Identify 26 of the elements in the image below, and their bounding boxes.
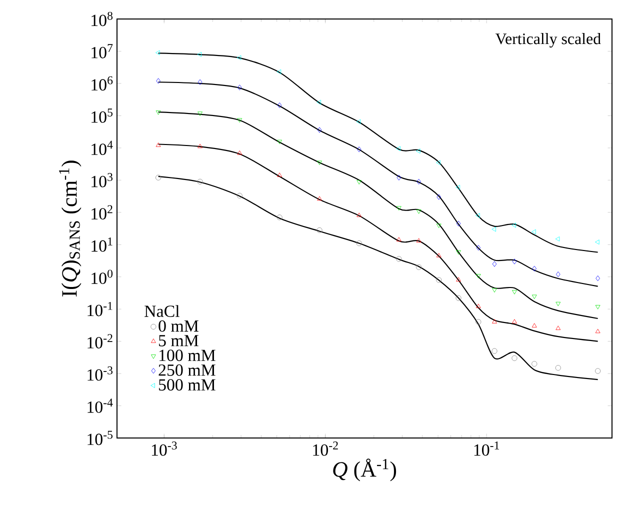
y-tick-label: 10$^{7}$ bbox=[92, 44, 113, 58]
y-tick-label: 10$^{6}$ bbox=[92, 76, 113, 91]
annotation: Vertically scaled bbox=[495, 32, 601, 48]
y-tick-label: 10$^{4}$ bbox=[92, 140, 113, 156]
y-tick-label: 10$^{3}$ bbox=[92, 173, 113, 188]
legend-label: 5 mM bbox=[159, 335, 198, 346]
legend-label: 100 mM bbox=[160, 350, 216, 362]
y-tick-label: 10$^{8}$ bbox=[92, 12, 113, 26]
legend-label: 500 mM bbox=[159, 379, 216, 391]
y-tick-label: 10$^{-1}$ bbox=[88, 302, 112, 316]
y-tick-label: 10$^{-5}$ bbox=[88, 430, 113, 446]
y-tick-label: 10$^{2}$ bbox=[92, 205, 112, 220]
legend-title: NaCl bbox=[144, 305, 180, 318]
x-tick-label: 10$^{-2}$ bbox=[313, 442, 338, 456]
legend-label: 250 mM bbox=[158, 364, 216, 376]
x-axis-title: Q (Å$^{-1}$) bbox=[333, 458, 396, 482]
y-tick-label: 10$^{-2}$ bbox=[88, 334, 112, 348]
legend-label: 0 mM bbox=[158, 320, 198, 332]
y-tick-label: 10$^{-4}$ bbox=[88, 398, 113, 413]
y-tick-label: 10$^{5}$ bbox=[92, 108, 113, 123]
y-tick-label: 10$^{1}$ bbox=[92, 237, 112, 252]
y-axis-title: I(Q)$_{SANS}$ (cm$^{-1}$) bbox=[59, 160, 82, 296]
y-tick-label: 10$^{0}$ bbox=[92, 270, 113, 284]
y-tick-label: 10$^{-3}$ bbox=[88, 366, 113, 381]
x-tick-label: 10$^{-1}$ bbox=[474, 442, 500, 456]
x-tick-label: 10$^{-3}$ bbox=[152, 442, 177, 456]
